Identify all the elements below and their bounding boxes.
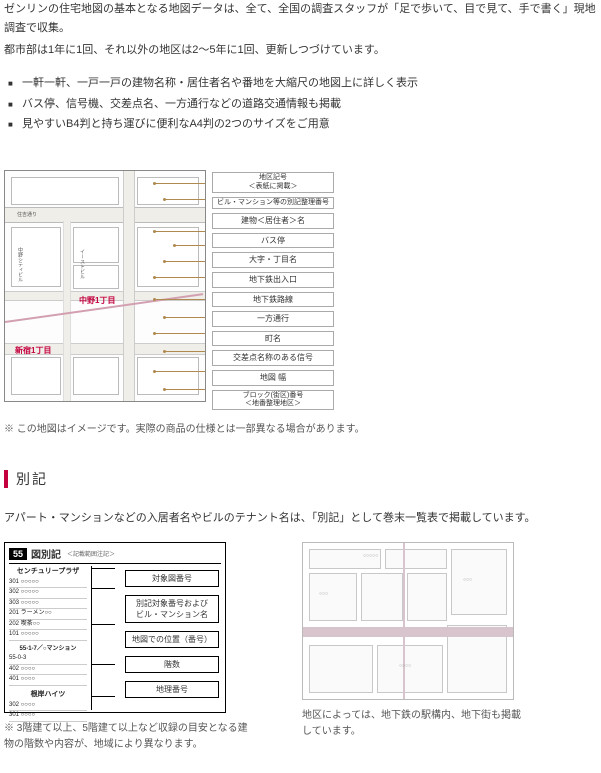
map-callout-label: 交差点名称のある信号	[212, 350, 334, 366]
station-column: ○○○○○ ○○○ ○○○ ○○○○ 地区によっては、地下鉄の駅構内、地下街も掲…	[302, 542, 522, 740]
building-label: イーストビル	[79, 249, 86, 279]
map-callout-label: 地下鉄路線	[212, 292, 334, 308]
bekki-listing: センチュリープラザ 301 ○○○○○ 302 ○○○○○ 303 ○○○○○ …	[9, 568, 87, 722]
intro-line-1: ゼンリンの住宅地図の基本となる地図データは、全て、全国の調査スタッフが「足で歩い…	[4, 0, 597, 37]
station-note: 地区によっては、地下鉄の駅構内、地下街も掲載しています。	[302, 708, 522, 740]
bekki-diagram: 55 図別記 ＜記載範囲注記＞ センチュリープラザ 301 ○○○○○ 302 …	[4, 542, 226, 713]
station-diagram: ○○○○○ ○○○ ○○○ ○○○○	[302, 542, 514, 700]
map-callout-label: バス停	[212, 233, 334, 249]
map-image: 住吉通り 中野シティビル イーストビル 中野1丁目 新宿1丁目	[4, 170, 206, 402]
map-block: 住吉通り 中野シティビル イーストビル 中野1丁目 新宿1丁目	[4, 170, 597, 435]
bekki-badge: 55	[9, 548, 27, 560]
feature-item: 見やすいB4判と持ち運びに便利なA4判の2つのサイズをご用意	[22, 115, 597, 134]
heading-title: 別記	[16, 469, 48, 489]
feature-list: 一軒一軒、一戸一戸の建物名称・居住者名や番地を大縮尺の地図上に詳しく表示 バス停…	[4, 74, 597, 134]
bekki-callout-label: 別記対象番号およびビル・マンション名	[125, 595, 219, 623]
heading-accent-bar	[4, 470, 8, 488]
map-label-column: 地区記号＜表紙に掲載＞ ビル・マンション等の別記整理番号 建物＜居住者＞名 バス…	[212, 170, 334, 410]
map-callout-label: ブロック(街区)番号＜地番整理地区＞	[212, 390, 334, 411]
map-callout-label: 町名	[212, 331, 334, 347]
map-callout-label: 一方通行	[212, 311, 334, 327]
bekki-subtitle: ＜記載範囲注記＞	[67, 549, 115, 558]
bekki-note: ※ 3階建て以上、5階建て以上など収録の目安となる建物の階数や内容が、地域により…	[4, 721, 254, 753]
section-heading: 別記	[4, 469, 597, 489]
road-label: 住吉通り	[17, 211, 37, 218]
bekki-callout-label: 階数	[125, 656, 219, 673]
map-callout-label: 地図 幅	[212, 370, 334, 386]
map-callout-label: 地区記号＜表紙に掲載＞	[212, 172, 334, 193]
feature-item: バス停、信号機、交差点名、一方通行などの道路交通情報も掲載	[22, 95, 597, 114]
bekki-column: 55 図別記 ＜記載範囲注記＞ センチュリープラザ 301 ○○○○○ 302 …	[4, 542, 254, 753]
district-label: 中野1丁目	[79, 295, 115, 306]
bekki-callout-label: 地理番号	[125, 681, 219, 698]
district-label: 新宿1丁目	[15, 345, 51, 356]
bekki-callout-label: 対象図番号	[125, 570, 219, 587]
map-callout-label: 大字・丁目名	[212, 252, 334, 268]
section-lead-text: アパート・マンションなどの入居者名やビルのテナント名は、「別記」として巻末一覧表…	[4, 509, 597, 528]
map-callout-label: 建物＜居住者＞名	[212, 213, 334, 229]
bekki-callout-label: 地図での位置（番号）	[125, 631, 219, 648]
map-callout-label: 地下鉄出入口	[212, 272, 334, 288]
bekki-label-column: 対象図番号 別記対象番号およびビル・マンション名 地図での位置（番号） 階数 地…	[125, 570, 219, 698]
feature-item: 一軒一軒、一戸一戸の建物名称・居住者名や番地を大縮尺の地図上に詳しく表示	[22, 74, 597, 93]
bekki-title: 図別記	[31, 546, 61, 561]
building-label: 中野シティビル	[17, 247, 24, 282]
map-note: ※ この地図はイメージです。実際の商品の仕様とは一部異なる場合があります。	[4, 420, 597, 435]
intro-block: ゼンリンの住宅地図の基本となる地図データは、全て、全国の調査スタッフが「足で歩い…	[4, 0, 597, 60]
intro-line-2: 都市部は1年に1回、それ以外の地区は2〜5年に1回、更新しつづけています。	[4, 41, 597, 60]
map-callout-label: ビル・マンション等の別記整理番号	[212, 197, 334, 209]
